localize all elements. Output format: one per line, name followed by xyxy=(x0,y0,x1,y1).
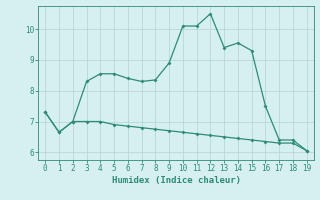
X-axis label: Humidex (Indice chaleur): Humidex (Indice chaleur) xyxy=(111,176,241,185)
